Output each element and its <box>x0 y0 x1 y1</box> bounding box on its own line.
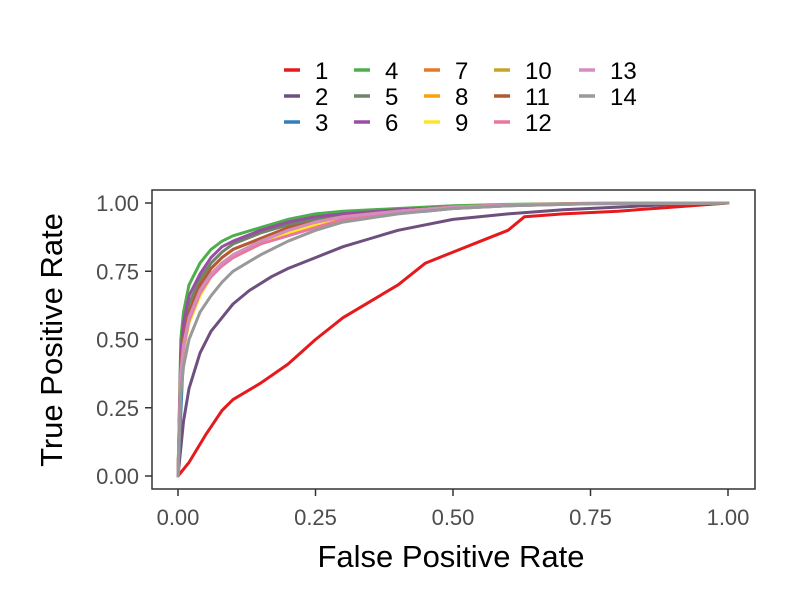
x-tick-label: 0.25 <box>294 505 337 530</box>
legend-item-10: 10 <box>494 58 552 85</box>
legend-item-13: 13 <box>579 58 637 85</box>
legend-label: 7 <box>455 58 468 85</box>
legend-item-7: 7 <box>424 58 468 85</box>
legend-label: 12 <box>525 110 552 137</box>
legend-item-8: 8 <box>424 84 468 111</box>
legend-item-14: 14 <box>579 84 637 111</box>
legend-item-3: 3 <box>284 110 328 137</box>
y-tick-label: 0.00 <box>96 464 139 489</box>
y-tick-label: 0.75 <box>96 259 139 284</box>
legend-label: 14 <box>610 84 637 111</box>
x-axis-title: False Positive Rate <box>317 539 584 574</box>
legend-item-9: 9 <box>424 110 468 137</box>
series-lines <box>176 201 730 478</box>
legend-item-6: 6 <box>354 110 398 137</box>
legend-item-4: 4 <box>354 58 398 85</box>
legend-item-12: 12 <box>494 110 552 137</box>
y-axis: 0.00 0.25 0.50 0.75 1.00 <box>96 191 152 489</box>
x-tick-label: 0.00 <box>157 505 200 530</box>
legend-item-1: 1 <box>284 58 328 85</box>
legend-label: 13 <box>610 58 637 85</box>
legend-item-2: 2 <box>284 84 328 111</box>
legend-label: 9 <box>455 110 468 137</box>
legend-label: 6 <box>385 110 398 137</box>
legend-label: 8 <box>455 84 468 111</box>
legend-item-11: 11 <box>494 84 550 111</box>
x-tick-label: 1.00 <box>707 505 750 530</box>
y-tick-label: 1.00 <box>96 191 139 216</box>
y-tick-label: 0.25 <box>96 396 139 421</box>
x-tick-label: 0.75 <box>569 505 612 530</box>
legend-item-5: 5 <box>354 84 398 111</box>
legend-label: 4 <box>385 58 398 85</box>
legend-label: 2 <box>315 84 328 111</box>
series-line-14 <box>176 201 730 478</box>
series-line-1 <box>176 201 730 478</box>
legend-label: 10 <box>525 58 552 85</box>
legend-label: 3 <box>315 110 328 137</box>
series-line-2 <box>176 201 730 478</box>
y-tick-label: 0.50 <box>96 328 139 353</box>
legend-label: 5 <box>385 84 398 111</box>
legend-label: 11 <box>525 84 550 111</box>
x-tick-label: 0.50 <box>432 505 475 530</box>
x-axis: 0.00 0.25 0.50 0.75 1.00 <box>157 489 750 530</box>
y-axis-title: True Positive Rate <box>34 213 69 467</box>
legend-label: 1 <box>315 58 328 85</box>
